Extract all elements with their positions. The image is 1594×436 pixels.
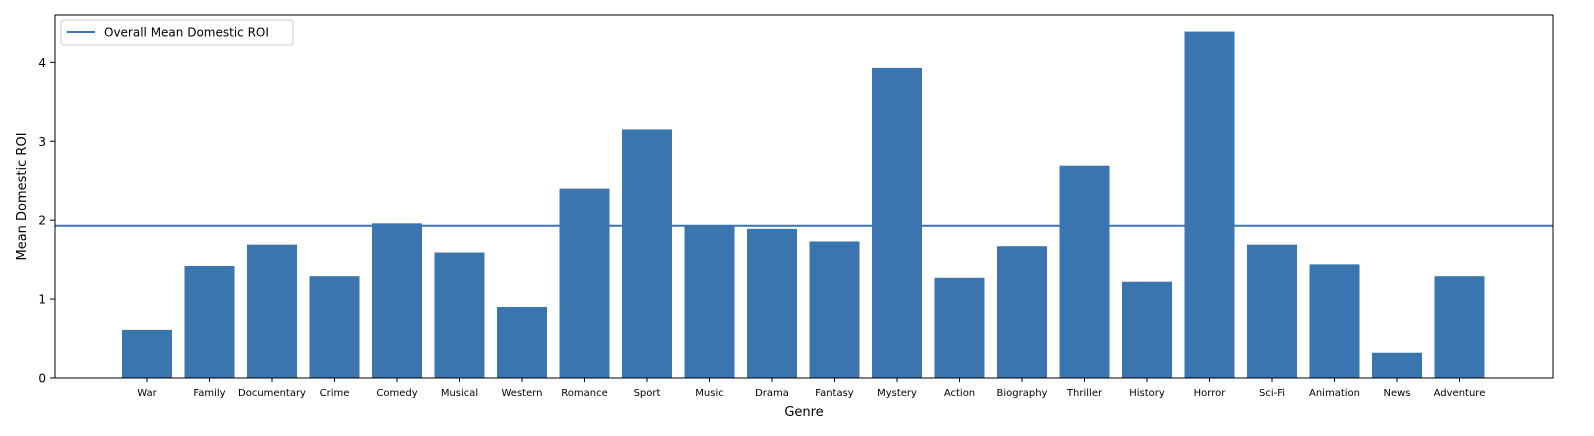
bar-crime bbox=[309, 276, 360, 378]
bar-family bbox=[184, 265, 235, 378]
bar-sport bbox=[622, 129, 672, 378]
bars bbox=[122, 31, 1485, 379]
y-tick-label: 3 bbox=[38, 135, 46, 149]
bar-documentary bbox=[247, 244, 297, 378]
bar-news bbox=[1372, 352, 1422, 378]
bar-sci-fi bbox=[1247, 244, 1297, 378]
bar-adventure bbox=[1434, 276, 1485, 378]
bar-action bbox=[934, 277, 985, 378]
x-tick-label: Romance bbox=[561, 388, 607, 399]
x-tick-label: Mystery bbox=[877, 388, 917, 399]
x-axis-ticks: War Family Documentary Crime Comedy Musical We… bbox=[137, 378, 1485, 399]
x-tick-label: Horror bbox=[1194, 388, 1227, 399]
x-tick-label: Drama bbox=[755, 388, 789, 399]
y-tick-label: 2 bbox=[38, 214, 46, 228]
bar-animation bbox=[1309, 264, 1360, 378]
bar-musical bbox=[434, 252, 485, 378]
x-tick-label: Thriller bbox=[1066, 388, 1103, 399]
y-axis-label: Mean Domestic ROI bbox=[15, 132, 30, 260]
legend: Overall Mean Domestic ROI bbox=[60, 19, 294, 46]
x-axis-label: Genre bbox=[784, 405, 823, 420]
x-tick-label: Biography bbox=[997, 388, 1048, 399]
bar-comedy bbox=[372, 223, 422, 378]
x-tick-label: Adventure bbox=[1434, 388, 1486, 399]
legend-label: Overall Mean Domestic ROI bbox=[104, 26, 269, 40]
x-tick-label: Family bbox=[193, 388, 225, 399]
y-tick-label: 1 bbox=[38, 293, 46, 307]
y-axis-ticks: 0 1 2 3 4 bbox=[38, 56, 55, 386]
y-tick-label: 0 bbox=[38, 372, 46, 386]
x-tick-label: History bbox=[1129, 388, 1165, 399]
x-tick-label: Fantasy bbox=[815, 388, 854, 399]
x-tick-label: Sport bbox=[634, 388, 661, 399]
x-tick-label: Western bbox=[501, 388, 542, 399]
x-tick-label: Comedy bbox=[376, 388, 417, 399]
bar-mystery bbox=[872, 67, 922, 379]
x-tick-label: News bbox=[1383, 388, 1410, 399]
x-tick-label: War bbox=[137, 388, 157, 399]
bar-biography bbox=[997, 246, 1047, 378]
x-tick-label: Musical bbox=[441, 388, 478, 399]
bar-drama bbox=[747, 228, 797, 378]
x-tick-label: Action bbox=[944, 388, 975, 399]
legend-box bbox=[60, 19, 294, 46]
bar-horror bbox=[1184, 31, 1235, 378]
bar-fantasy bbox=[809, 241, 860, 378]
x-tick-label: Music bbox=[695, 388, 723, 399]
x-tick-label: Animation bbox=[1309, 388, 1360, 399]
bar-history bbox=[1122, 281, 1172, 378]
x-tick-label: Crime bbox=[320, 388, 350, 399]
x-tick-label: Documentary bbox=[238, 388, 306, 399]
plot-frame bbox=[54, 14, 1554, 379]
bar-thriller bbox=[1059, 165, 1110, 378]
bar-romance bbox=[559, 188, 610, 378]
bar-music bbox=[684, 225, 735, 378]
bar-war bbox=[122, 329, 172, 378]
y-tick-label: 4 bbox=[38, 56, 46, 70]
bar-western bbox=[497, 306, 547, 378]
x-tick-label: Sci-Fi bbox=[1259, 388, 1285, 399]
